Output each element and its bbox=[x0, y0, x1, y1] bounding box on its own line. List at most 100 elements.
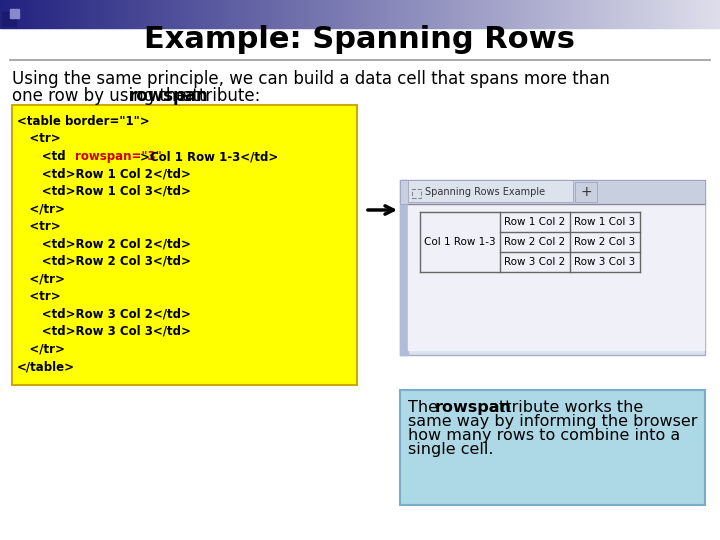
Bar bbox=[671, 0, 672, 28]
Bar bbox=[696, 0, 697, 28]
Bar bbox=[704, 0, 705, 28]
Bar bbox=[36, 0, 37, 28]
Bar bbox=[313, 0, 314, 28]
Bar bbox=[531, 0, 532, 28]
Bar bbox=[321, 0, 322, 28]
Bar bbox=[320, 0, 321, 28]
Bar bbox=[579, 0, 580, 28]
Bar bbox=[60, 0, 61, 28]
Bar bbox=[43, 0, 44, 28]
Bar bbox=[154, 0, 155, 28]
Bar bbox=[513, 0, 514, 28]
Bar bbox=[146, 0, 147, 28]
Bar bbox=[651, 0, 652, 28]
Bar bbox=[393, 0, 394, 28]
Bar bbox=[2, 0, 3, 28]
Bar bbox=[690, 0, 691, 28]
Bar bbox=[232, 0, 233, 28]
Bar bbox=[543, 0, 544, 28]
Bar bbox=[118, 0, 119, 28]
Bar bbox=[662, 0, 663, 28]
Bar bbox=[522, 0, 523, 28]
Bar bbox=[571, 0, 572, 28]
Bar bbox=[219, 0, 220, 28]
Bar bbox=[459, 0, 460, 28]
Bar bbox=[580, 0, 581, 28]
Bar bbox=[59, 0, 60, 28]
Text: <td>Row 2 Col 2</td>: <td>Row 2 Col 2</td> bbox=[17, 238, 191, 251]
Bar bbox=[524, 0, 525, 28]
Bar bbox=[632, 0, 633, 28]
Bar bbox=[454, 0, 455, 28]
Bar bbox=[230, 0, 231, 28]
Bar bbox=[227, 0, 228, 28]
Bar bbox=[332, 0, 333, 28]
Bar bbox=[605, 0, 606, 28]
Bar bbox=[3, 0, 4, 28]
Bar bbox=[606, 0, 607, 28]
Bar bbox=[233, 0, 234, 28]
Bar bbox=[14, 0, 15, 28]
Bar bbox=[169, 0, 170, 28]
Bar bbox=[140, 0, 141, 28]
Bar bbox=[220, 0, 221, 28]
Bar bbox=[648, 0, 649, 28]
Bar bbox=[235, 0, 236, 28]
Bar bbox=[333, 0, 334, 28]
Bar bbox=[256, 0, 257, 28]
Bar bbox=[86, 0, 87, 28]
Bar bbox=[594, 0, 595, 28]
Bar bbox=[152, 0, 153, 28]
Bar bbox=[301, 0, 302, 28]
Bar bbox=[392, 0, 393, 28]
Bar bbox=[344, 0, 345, 28]
Bar bbox=[177, 0, 178, 28]
Bar bbox=[492, 0, 493, 28]
Bar bbox=[464, 0, 465, 28]
Bar bbox=[669, 0, 670, 28]
Bar bbox=[164, 0, 165, 28]
Bar bbox=[452, 0, 453, 28]
Bar bbox=[461, 0, 462, 28]
Bar bbox=[72, 0, 73, 28]
Bar bbox=[191, 0, 192, 28]
Bar bbox=[616, 0, 617, 28]
Bar bbox=[718, 0, 719, 28]
Bar bbox=[471, 0, 472, 28]
Bar bbox=[190, 0, 191, 28]
Bar bbox=[364, 0, 365, 28]
Bar bbox=[239, 0, 240, 28]
Bar bbox=[652, 0, 653, 28]
Bar bbox=[460, 0, 461, 28]
Bar bbox=[160, 0, 161, 28]
Bar bbox=[277, 0, 278, 28]
Bar bbox=[484, 0, 485, 28]
Bar bbox=[559, 0, 560, 28]
Bar bbox=[207, 0, 208, 28]
Text: <td>Row 1 Col 2</td>: <td>Row 1 Col 2</td> bbox=[17, 167, 191, 180]
Bar bbox=[336, 0, 337, 28]
Bar bbox=[481, 0, 482, 28]
Bar bbox=[405, 0, 406, 28]
Bar bbox=[584, 0, 585, 28]
Bar bbox=[448, 0, 449, 28]
Bar bbox=[442, 0, 443, 28]
Bar bbox=[646, 0, 647, 28]
Bar bbox=[89, 0, 90, 28]
Bar bbox=[629, 0, 630, 28]
Bar bbox=[155, 0, 156, 28]
Bar bbox=[130, 0, 131, 28]
Bar bbox=[428, 0, 429, 28]
Bar bbox=[526, 0, 527, 28]
Bar bbox=[139, 0, 140, 28]
Bar bbox=[664, 0, 665, 28]
Bar bbox=[12, 105, 357, 385]
Bar bbox=[554, 0, 555, 28]
Bar bbox=[621, 0, 622, 28]
Bar bbox=[418, 0, 419, 28]
Bar bbox=[641, 0, 642, 28]
Bar bbox=[26, 0, 27, 28]
Bar bbox=[143, 0, 144, 28]
Text: </tr>: </tr> bbox=[17, 202, 65, 215]
Bar bbox=[270, 0, 271, 28]
